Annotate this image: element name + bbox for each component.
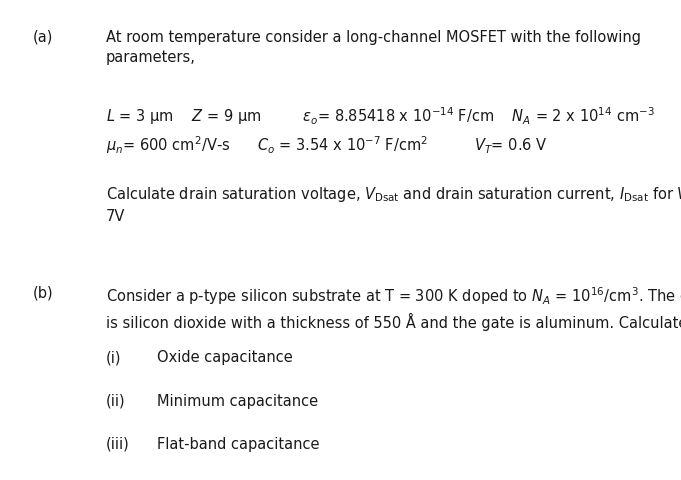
Text: (iii): (iii) <box>106 437 129 452</box>
Text: Oxide capacitance: Oxide capacitance <box>157 350 292 365</box>
Text: (b): (b) <box>33 286 53 300</box>
Text: Consider a p-type silicon substrate at T = 300 K doped to $N_A$ = 10$^{16}$/cm$^: Consider a p-type silicon substrate at T… <box>106 286 681 331</box>
Text: At room temperature consider a long-channel MOSFET with the following
parameters: At room temperature consider a long-chan… <box>106 30 641 65</box>
Text: (a): (a) <box>33 30 53 45</box>
Text: (i): (i) <box>106 350 121 365</box>
Text: Flat-band capacitance: Flat-band capacitance <box>157 437 319 452</box>
Text: $\mu_n$= 600 cm$^2$/V-s      $C_o$ = 3.54 x 10$^{-7}$ F/cm$^2$          $V_T$= 0: $\mu_n$= 600 cm$^2$/V-s $C_o$ = 3.54 x 1… <box>106 134 547 156</box>
Text: Minimum capacitance: Minimum capacitance <box>157 394 318 408</box>
Text: $L$ = 3 μm    $Z$ = 9 μm         $\varepsilon_o$= 8.85418 x 10$^{-14}$ F/cm    $: $L$ = 3 μm $Z$ = 9 μm $\varepsilon_o$= 8… <box>106 106 654 127</box>
Text: Calculate drain saturation voltage, $V_{\mathrm{Dsat}}$ and drain saturation cur: Calculate drain saturation voltage, $V_{… <box>106 185 681 224</box>
Text: (ii): (ii) <box>106 394 125 408</box>
